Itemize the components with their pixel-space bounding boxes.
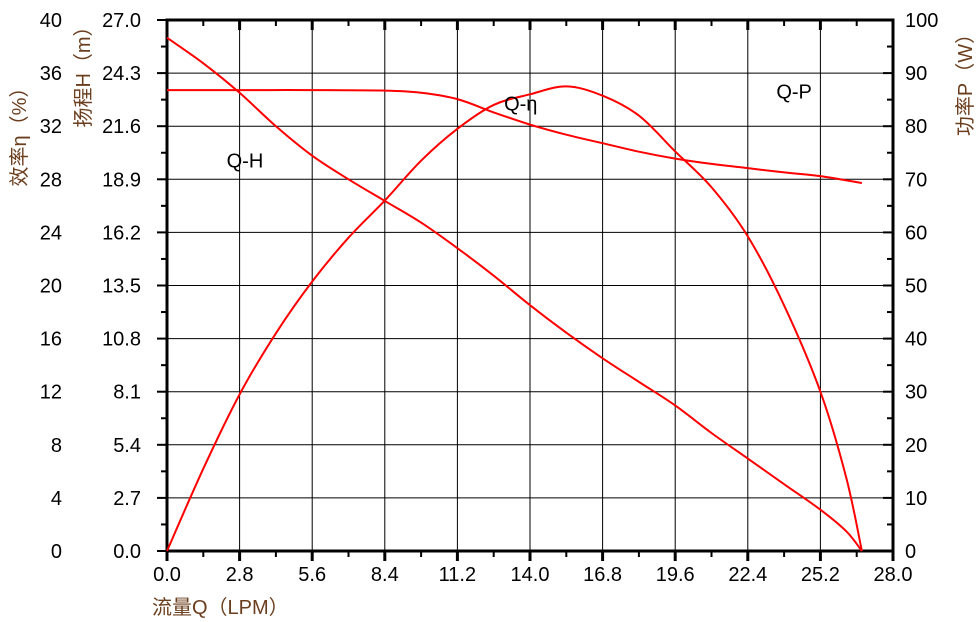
x-tick-label: 16.8 [583, 564, 622, 586]
curve-label: Q-P [776, 82, 812, 104]
power-tick-label: 0 [905, 541, 916, 563]
power-tick-label: 30 [905, 382, 927, 404]
power-tick-label: 20 [905, 435, 927, 457]
x-tick-label: 25.2 [801, 564, 840, 586]
x-tick-label: 8.4 [371, 564, 399, 586]
head-tick-label: 21.6 [102, 116, 141, 138]
x-tick-label: 14.0 [511, 564, 550, 586]
efficiency-tick-label: 12 [40, 382, 62, 404]
x-tick-label: 28.0 [874, 564, 913, 586]
x-axis-label: 流量Q（LPM） [152, 596, 289, 619]
efficiency-tick-label: 40 [40, 10, 62, 32]
curve-label: Q-H [227, 151, 264, 173]
series-qh-line [166, 36, 863, 552]
head-tick-label: 16.2 [102, 222, 141, 244]
power-tick-label: 80 [905, 116, 927, 138]
power-tick-label: 60 [905, 222, 927, 244]
tick-labels: 0.0 2.8 5.6 8.4 11.2 14.0 16.8 19.6 22.4 25.2 28.0… [40, 10, 939, 586]
x-tick-label: 22.4 [728, 564, 767, 586]
x-tick-label: 5.6 [298, 564, 326, 586]
efficiency-tick-label: 20 [40, 276, 62, 298]
head-tick-label: 18.9 [102, 169, 141, 191]
efficiency-tick-label: 28 [40, 169, 62, 191]
x-tick-label: 0.0 [153, 564, 181, 586]
head-tick-label: 5.4 [113, 435, 141, 457]
efficiency-tick-label: 8 [51, 435, 62, 457]
curve-labels: Q-H Q-η Q-P [227, 82, 812, 173]
efficiency-tick-label: 4 [51, 488, 62, 510]
series-qp-line [167, 89, 863, 185]
power-tick-label: 100 [905, 10, 938, 32]
x-tick-label: 11.2 [439, 564, 476, 586]
y-axis-label-head: 扬程H（m） [72, 16, 95, 127]
series-q-line [166, 85, 863, 552]
axes [157, 18, 895, 561]
head-tick-label: 2.7 [113, 488, 141, 510]
head-tick-label: 0.0 [113, 541, 141, 563]
power-tick-label: 90 [905, 63, 927, 85]
x-tick-label: 2.8 [226, 564, 254, 586]
y-axis-label-efficiency: 效率η（%） [8, 78, 31, 187]
y-axis-label-power: 功率P（W） [954, 24, 976, 136]
head-tick-label: 13.5 [102, 276, 141, 298]
efficiency-tick-label: 16 [40, 329, 62, 351]
efficiency-tick-label: 24 [40, 222, 62, 244]
head-tick-label: 27.0 [102, 10, 141, 32]
x-tick-label: 19.6 [656, 564, 695, 586]
efficiency-tick-label: 32 [40, 116, 62, 138]
power-tick-label: 70 [905, 169, 927, 191]
head-tick-label: 8.1 [113, 382, 141, 404]
efficiency-tick-label: 36 [40, 63, 62, 85]
power-tick-label: 10 [905, 488, 927, 510]
efficiency-tick-label: 0 [51, 541, 62, 563]
power-tick-label: 50 [905, 276, 927, 298]
head-tick-label: 24.3 [102, 63, 141, 85]
series-lines [166, 36, 863, 552]
power-tick-label: 40 [905, 329, 927, 351]
curve-label: Q-η [504, 93, 537, 115]
head-tick-label: 10.8 [102, 329, 141, 351]
grid [167, 20, 893, 551]
